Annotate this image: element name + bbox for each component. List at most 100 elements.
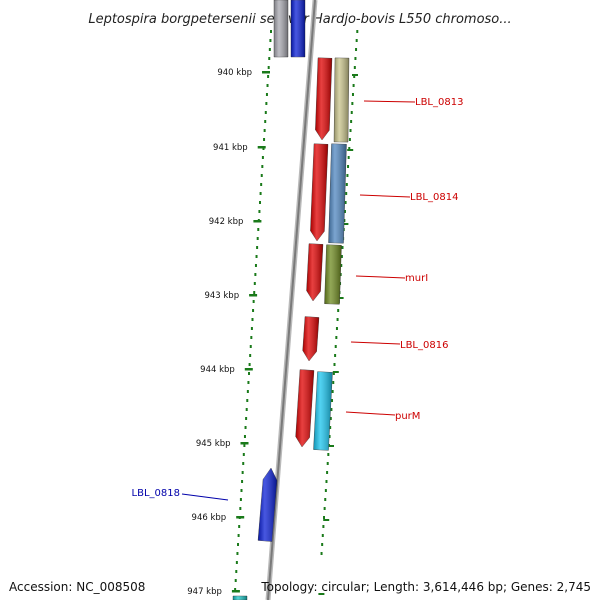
track-dot: [261, 165, 264, 168]
track-dot: [336, 318, 339, 321]
track-dot: [256, 237, 259, 240]
gene-tracks: [232, 0, 350, 600]
track-dot: [236, 552, 239, 555]
track-dot: [254, 264, 257, 267]
track-dot: [332, 381, 335, 384]
track-dot: [328, 435, 331, 438]
track-dot: [346, 174, 349, 177]
track-dot: [242, 462, 245, 465]
gene-muri-shading: [324, 244, 342, 305]
track-dot: [253, 291, 256, 294]
leader-line: [350, 341, 401, 345]
tick-mark: [337, 297, 344, 299]
gene-label-lbl_0818[interactable]: LBL_0818: [132, 488, 180, 499]
track-dot: [238, 525, 241, 528]
track-dot: [334, 354, 337, 357]
track-dot: [246, 399, 249, 402]
track-dot: [257, 228, 260, 231]
cds-lbl-0816-shading: [302, 316, 319, 361]
track-dot: [324, 498, 327, 501]
kbp-label: 944 kbp: [200, 365, 235, 375]
cds-muri-shading: [306, 243, 323, 301]
track-dot: [266, 84, 269, 87]
gene-lbl-0818-shading: [258, 468, 277, 542]
track-dot: [351, 93, 354, 96]
track-dot: [352, 84, 355, 87]
track-dot: [250, 336, 253, 339]
track-dot: [251, 318, 254, 321]
track-dot: [356, 30, 359, 33]
track-dot: [248, 363, 251, 366]
leader-line: [359, 194, 411, 198]
track-dot: [335, 327, 338, 330]
tick-mark: [352, 74, 358, 76]
track-dot: [254, 273, 257, 276]
gene-purm-shading: [313, 371, 333, 451]
chromosome-backbone: [265, 0, 318, 600]
track-dot: [355, 39, 358, 42]
track-dot: [248, 372, 251, 375]
tick-mark: [332, 371, 339, 373]
track-dot: [345, 192, 348, 195]
leader-line: [363, 100, 416, 103]
track-dot: [235, 561, 238, 564]
track-dot: [252, 300, 255, 303]
gene-label-lbl_0813[interactable]: LBL_0813: [415, 97, 463, 108]
track-dot: [252, 309, 255, 312]
track-dot: [237, 543, 240, 546]
track-dot: [349, 129, 352, 132]
gene-label-lbl_0816[interactable]: LBL_0816: [400, 340, 448, 351]
track-dot: [235, 570, 238, 573]
track-dot: [341, 246, 344, 249]
track-dot: [334, 345, 337, 348]
tick-mark: [328, 445, 334, 447]
gene-label-muri[interactable]: murI: [405, 273, 428, 284]
tick-mark: [236, 516, 245, 519]
track-dot: [267, 75, 270, 78]
accession-text: Accession: NC_008508: [9, 580, 146, 594]
tick-mark: [347, 149, 354, 151]
track-dot: [260, 183, 263, 186]
track-dot: [355, 48, 358, 51]
track-dot: [241, 480, 244, 483]
track-dot: [265, 93, 268, 96]
track-dot: [343, 210, 346, 213]
tick-mark: [231, 590, 240, 593]
track-dot: [344, 201, 347, 204]
track-dot: [348, 147, 351, 150]
gene-lbl-0813-shading: [334, 57, 349, 143]
gene-label-lbl_0814[interactable]: LBL_0814: [410, 192, 458, 203]
track-dot: [258, 210, 261, 213]
tick-mark: [342, 223, 349, 225]
tick-mark: [244, 368, 253, 371]
topology-text: Topology: circular; Length: 3,614,446 bp…: [261, 580, 591, 594]
tick-mark: [249, 294, 258, 297]
gene-label-purm[interactable]: purM: [395, 411, 420, 422]
track-dot: [351, 102, 354, 105]
track-dot: [253, 282, 256, 285]
track-dot: [320, 552, 323, 555]
track-dot: [241, 471, 244, 474]
track-dot: [256, 246, 259, 249]
track-dot: [259, 192, 262, 195]
track-dot: [354, 57, 357, 60]
kbp-scale: 940 kbp 941 kbp 942 kbp 943 kbp 944 kbp 945 k…: [187, 68, 358, 597]
kbp-label: 945 kbp: [196, 439, 231, 449]
kbp-label: 947 kbp: [187, 587, 222, 597]
track-dot: [321, 534, 324, 537]
track-dot: [335, 336, 338, 339]
track-dot: [249, 345, 252, 348]
tick-mark: [253, 220, 262, 223]
track-dot: [340, 264, 343, 267]
track-dot: [347, 156, 350, 159]
tick-mark: [262, 71, 270, 74]
track-dot: [327, 453, 330, 456]
track-dot: [234, 588, 237, 591]
gene-bottom-cyan-shading: [233, 596, 247, 600]
track-dot: [261, 156, 264, 159]
kbp-label: 946 kbp: [192, 513, 227, 523]
track-dot: [326, 471, 329, 474]
track-dot: [340, 255, 343, 258]
track-dot: [264, 111, 267, 114]
